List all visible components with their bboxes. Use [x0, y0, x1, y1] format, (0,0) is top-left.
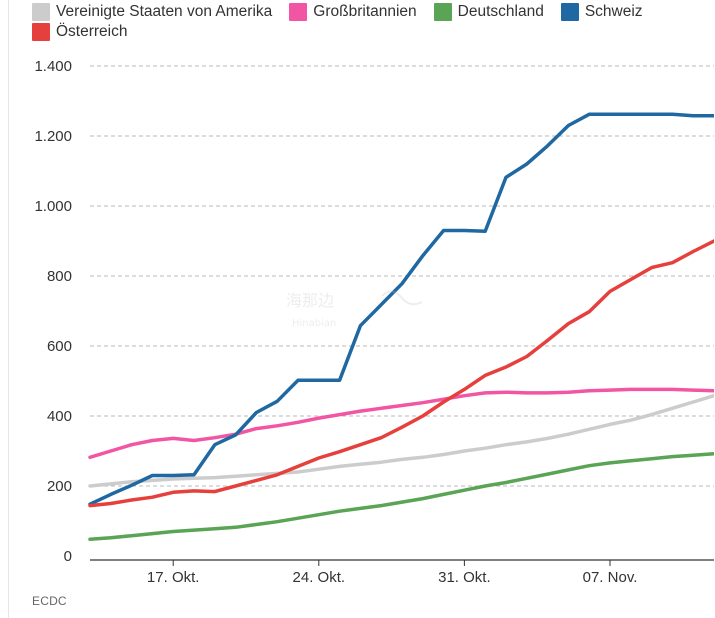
- legend-item[interactable]: Deutschland: [433, 3, 544, 21]
- series-line-vereinigte-staaten-von-amerika: [88, 393, 714, 488]
- legend-item[interactable]: Vereinigte Staaten von Amerika: [32, 3, 272, 21]
- y-tick-label: 400: [47, 408, 72, 425]
- y-tick-label: 800: [47, 268, 72, 285]
- legend-label: Vereinigte Staaten von Amerika: [56, 3, 273, 20]
- y-tick-label: 200: [47, 478, 72, 495]
- legend-label: Deutschland: [457, 3, 544, 20]
- x-tick-label: 24. Okt.: [293, 569, 346, 586]
- legend-label: Großbritannien: [313, 3, 417, 20]
- x-tick-label: 31. Okt.: [438, 569, 491, 586]
- legend: Vereinigte Staaten von Amerika Großbritan…: [32, 3, 712, 41]
- series-line-gro-britannien: [88, 387, 714, 460]
- legend-swatch: [32, 23, 50, 41]
- series-line-schweiz: [88, 112, 714, 506]
- y-tick-label: 1.200: [34, 128, 72, 145]
- legend-swatch: [32, 3, 50, 21]
- legend-item[interactable]: Schweiz: [560, 3, 643, 21]
- y-tick-label: 1.000: [34, 198, 72, 215]
- legend-item[interactable]: Österreich: [32, 23, 128, 41]
- frame-left-rule: [8, 0, 9, 618]
- y-tick-label: 600: [47, 338, 72, 355]
- source-credit: ECDC: [32, 594, 67, 608]
- legend-swatch: [433, 3, 452, 21]
- legend-label: Österreich: [56, 23, 128, 40]
- legend-swatch: [289, 3, 308, 21]
- x-tick-label: 17. Okt.: [147, 569, 200, 586]
- legend-item[interactable]: Großbritannien: [289, 3, 417, 21]
- y-tick-label: 0: [64, 548, 72, 565]
- series-line--sterreich: [88, 239, 714, 508]
- x-tick-label: 07. Nov.: [583, 569, 638, 586]
- y-tick-label: 1.400: [34, 58, 72, 75]
- legend-label: Schweiz: [584, 3, 643, 20]
- series-line-deutschland: [88, 452, 714, 541]
- legend-swatch: [560, 3, 579, 21]
